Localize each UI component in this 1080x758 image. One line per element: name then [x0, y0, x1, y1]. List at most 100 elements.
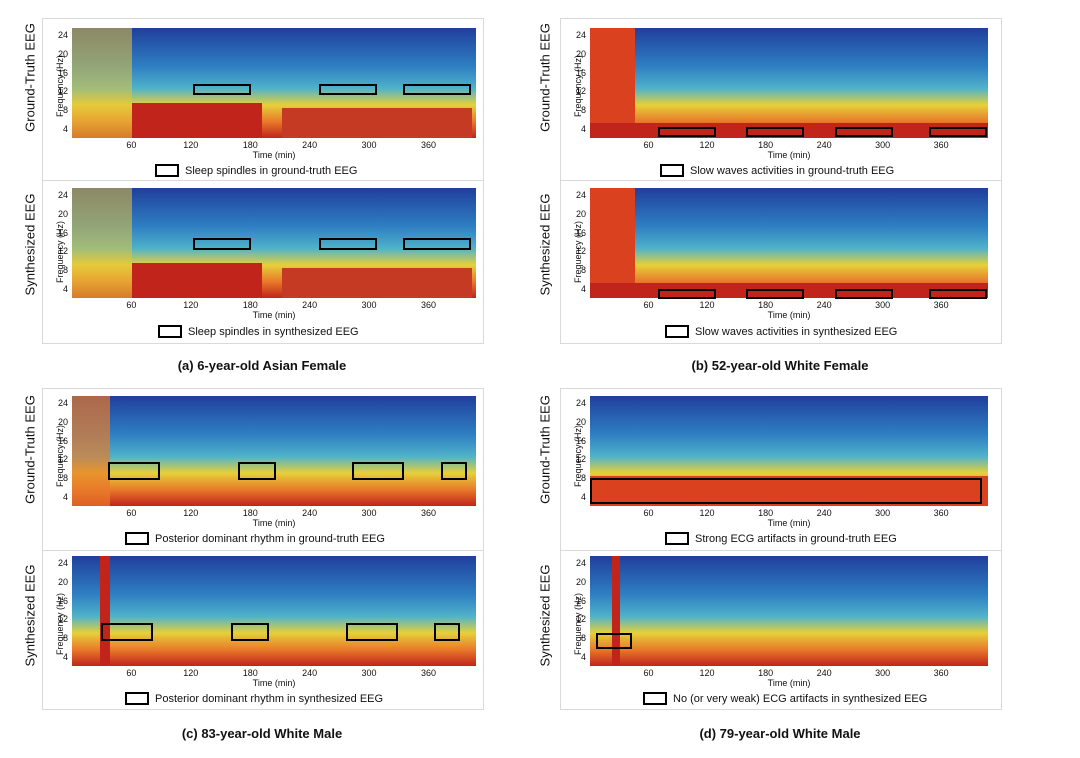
legend-swatch	[155, 164, 179, 177]
legend: Slow waves activities in ground-truth EE…	[660, 164, 894, 177]
x-tick-label: 300	[875, 300, 891, 310]
legend-swatch	[125, 692, 149, 705]
y-tick-label: 24	[57, 398, 68, 408]
highlight-box	[929, 289, 987, 299]
y-tick-label: 16	[575, 67, 586, 78]
y-tick-label: 4	[580, 124, 586, 134]
y-tick-label: 4	[62, 124, 68, 134]
spectrogram	[72, 396, 476, 506]
x-tick-label: 360	[420, 508, 436, 518]
y-tick-label: 12	[575, 246, 586, 257]
x-tick-label: 240	[816, 508, 832, 518]
y-tick-label: 16	[57, 67, 68, 78]
x-tick-label: 360	[933, 300, 949, 310]
spectrogram	[590, 188, 988, 298]
x-axis-title: Time (min)	[252, 310, 296, 320]
legend-label: Posterior dominant rhythm in ground-trut…	[155, 532, 385, 545]
panel-caption: (d) 79-year-old White Male	[699, 726, 861, 741]
x-tick-label: 60	[643, 668, 654, 678]
highlight-box	[238, 462, 276, 480]
y-tick-label: 24	[575, 190, 586, 200]
highlight-box	[346, 623, 398, 641]
spectrogram	[590, 396, 988, 506]
highlight-box	[403, 84, 471, 95]
legend-swatch	[665, 532, 689, 545]
y-tick-label: 12	[575, 86, 586, 97]
x-tick-label: 300	[361, 508, 377, 518]
y-tick-label: 8	[62, 265, 68, 276]
legend-swatch	[158, 325, 182, 338]
row-label: Ground-Truth EEG	[22, 395, 38, 504]
y-tick-label: 20	[575, 48, 586, 59]
y-tick-label: 8	[580, 473, 586, 484]
y-tick-label: 8	[580, 105, 586, 116]
x-tick-label: 360	[933, 140, 949, 150]
x-tick-label: 120	[183, 508, 199, 518]
highlight-box	[835, 289, 893, 299]
x-tick-label: 60	[643, 508, 654, 518]
legend: Strong ECG artifacts in ground-truth EEG	[665, 532, 897, 545]
y-tick-label: 24	[575, 30, 586, 40]
legend: Posterior dominant rhythm in ground-trut…	[125, 532, 385, 545]
legend-label: No (or very weak) ECG artifacts in synth…	[673, 692, 928, 705]
y-tick-label: 16	[57, 595, 68, 606]
x-tick-label: 60	[126, 300, 137, 310]
x-axis-title: Time (min)	[767, 518, 811, 528]
legend: Sleep spindles in synthesized EEG	[158, 325, 359, 338]
legend-label: Posterior dominant rhythm in synthesized…	[155, 692, 384, 705]
x-tick-label: 180	[242, 508, 258, 518]
highlight-box	[352, 462, 404, 480]
x-tick-label: 120	[183, 140, 199, 150]
highlight-box	[403, 238, 471, 250]
y-tick-label: 12	[575, 614, 586, 625]
x-tick-label: 180	[758, 300, 774, 310]
legend-swatch	[660, 164, 684, 177]
y-tick-label: 8	[62, 105, 68, 116]
x-tick-label: 120	[699, 508, 715, 518]
legend: Sleep spindles in ground-truth EEG	[155, 164, 357, 177]
highlight-box	[746, 127, 804, 137]
x-axis-title: Time (min)	[252, 150, 296, 160]
spectrogram	[590, 556, 988, 666]
highlight-box	[319, 84, 377, 95]
x-axis-title: Time (min)	[252, 518, 296, 528]
y-tick-label: 20	[57, 416, 68, 427]
highlight-box	[108, 462, 160, 480]
y-tick-label: 8	[62, 633, 68, 644]
x-tick-label: 120	[183, 300, 199, 310]
x-tick-label: 360	[420, 668, 436, 678]
highlight-box	[658, 127, 716, 137]
x-axis-title: Time (min)	[767, 310, 811, 320]
highlight-box	[193, 238, 251, 250]
y-tick-label: 20	[575, 576, 586, 587]
y-tick-label: 4	[580, 652, 586, 662]
y-tick-label: 16	[575, 435, 586, 446]
y-tick-label: 12	[57, 454, 68, 465]
x-tick-label: 180	[242, 140, 258, 150]
legend: No (or very weak) ECG artifacts in synth…	[643, 692, 927, 705]
x-tick-label: 360	[933, 668, 949, 678]
row-label: Synthesized EEG	[537, 193, 553, 296]
y-tick-label: 20	[575, 208, 586, 219]
y-tick-label: 4	[62, 492, 68, 502]
x-tick-label: 180	[758, 668, 774, 678]
highlight-box	[658, 289, 716, 299]
row-label: Synthesized EEG	[22, 564, 38, 667]
y-tick-label: 16	[575, 595, 586, 606]
highlight-box	[596, 633, 632, 649]
y-tick-label: 20	[57, 48, 68, 59]
x-tick-label: 300	[361, 668, 377, 678]
highlight-box	[434, 623, 460, 641]
x-tick-label: 180	[758, 508, 774, 518]
panel-caption: (b) 52-year-old White Female	[691, 358, 869, 373]
x-tick-label: 240	[816, 300, 832, 310]
y-tick-label: 16	[575, 227, 586, 238]
highlight-box	[193, 84, 251, 95]
highlight-box	[746, 289, 804, 299]
x-tick-label: 300	[361, 140, 377, 150]
spectrogram	[72, 188, 476, 298]
x-tick-label: 300	[875, 508, 891, 518]
x-tick-label: 180	[758, 140, 774, 150]
spectrogram	[72, 28, 476, 138]
x-tick-label: 120	[699, 300, 715, 310]
